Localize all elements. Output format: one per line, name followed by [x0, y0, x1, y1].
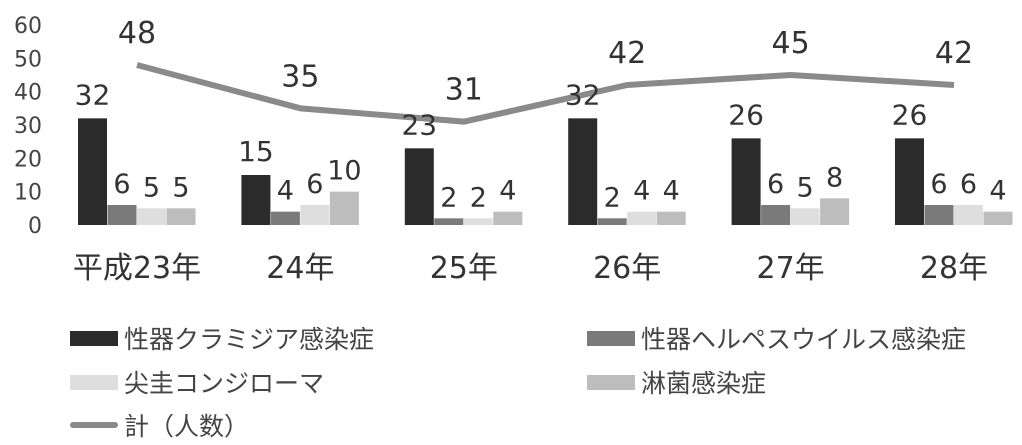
- bar: [597, 218, 627, 225]
- total-value-label: 42: [608, 36, 646, 71]
- bar: [107, 205, 137, 225]
- bar: [731, 138, 761, 225]
- bar-value-label: 32: [565, 78, 601, 111]
- bar-value-label: 4: [989, 176, 1006, 207]
- bar-value-label: 4: [633, 176, 650, 207]
- bar: [300, 205, 330, 225]
- bar: [924, 205, 954, 225]
- total-value-label: 31: [445, 73, 483, 108]
- legend-label-herpes: 性器ヘルペスウイルス感染症: [641, 325, 967, 354]
- legend-item-total: 計（人数）: [70, 405, 249, 445]
- x-tick-label: 26年: [593, 251, 661, 286]
- bar: [954, 205, 983, 225]
- legend-item-herpes: 性器ヘルペスウイルス感染症: [587, 318, 966, 358]
- y-tick-label: 20: [14, 147, 42, 172]
- legend-label-total: 計（人数）: [124, 412, 250, 441]
- bar-value-label: 6: [306, 169, 323, 200]
- y-tick-label: 40: [14, 81, 42, 106]
- bar: [790, 208, 820, 225]
- legend-label-gonorrhea: 淋菌感染症: [641, 369, 767, 398]
- bar: [568, 118, 598, 225]
- total-value-label: 45: [772, 26, 810, 61]
- x-tick-label: 平成23年: [73, 251, 201, 286]
- bar-value-label: 2: [440, 182, 457, 213]
- bar: [434, 218, 464, 225]
- bar-value-label: 15: [238, 135, 274, 168]
- x-tick-label: 28年: [920, 251, 988, 286]
- bar: [166, 208, 196, 225]
- bar: [627, 211, 657, 225]
- x-tick-label: 25年: [430, 251, 498, 286]
- x-tick-label: 27年: [757, 251, 825, 286]
- y-tick-label: 60: [14, 14, 42, 39]
- bar-value-label: 26: [728, 98, 764, 131]
- bar: [493, 211, 523, 225]
- bar-value-label: 6: [113, 169, 130, 200]
- bar-value-label: 5: [172, 172, 189, 203]
- y-tick-label: 50: [14, 47, 42, 72]
- bar-value-label: 10: [327, 156, 361, 187]
- legend-item-gonorrhea: 淋菌感染症: [587, 362, 766, 402]
- legend-item-chlamydia: 性器クラミジア感染症: [70, 318, 374, 358]
- bar: [329, 191, 359, 225]
- bar-value-label: 6: [960, 169, 977, 200]
- bar: [404, 148, 434, 225]
- x-tick-label: 24年: [266, 251, 334, 286]
- bar-value-label: 6: [930, 169, 947, 200]
- legend-swatch-gonorrhea: [587, 374, 635, 390]
- bar: [656, 211, 686, 225]
- legend-label-condyloma: 尖圭コンジローマ: [124, 369, 325, 398]
- bars: [78, 118, 1013, 225]
- bar: [137, 208, 166, 225]
- legend-label-chlamydia: 性器クラミジア感染症: [124, 325, 375, 354]
- total-value-label: 42: [935, 36, 973, 71]
- bar-value-label: 6: [767, 169, 784, 200]
- bar-value-label: 5: [143, 172, 160, 203]
- legend: 性器クラミジア感染症 性器ヘルペスウイルス感染症 尖圭コンジローマ 淋菌感染症 …: [0, 310, 1022, 442]
- bar-value-label: 2: [604, 182, 621, 213]
- bar-value-label: 4: [277, 176, 294, 207]
- legend-swatch-condyloma: [70, 374, 118, 390]
- total-line: [136, 62, 955, 125]
- bar-value-label: 5: [797, 172, 814, 203]
- bar-value-label: 26: [892, 98, 928, 131]
- bar: [270, 211, 300, 225]
- bar: [78, 118, 107, 225]
- bar: [983, 211, 1013, 225]
- y-tick-label: 30: [14, 114, 42, 139]
- bar-value-label: 8: [826, 162, 843, 193]
- bar-value-label: 32: [75, 78, 111, 111]
- bar: [241, 175, 271, 225]
- y-axis: 0 10 20 30 40 50 60: [14, 14, 42, 239]
- bar: [895, 138, 924, 225]
- legend-swatch-total: [70, 422, 118, 428]
- bar: [761, 205, 791, 225]
- bar-value-label: 4: [663, 176, 680, 207]
- legend-swatch-herpes: [587, 330, 635, 346]
- x-axis: 平成23年 24年 25年 26年 27年 28年: [73, 251, 988, 286]
- legend-swatch-chlamydia: [70, 330, 118, 346]
- total-value-label: 48: [118, 16, 156, 51]
- bar-value-label: 23: [401, 108, 437, 141]
- total-value-label: 35: [281, 59, 319, 94]
- bar-value-label: 2: [470, 182, 487, 213]
- y-tick-label: 0: [28, 214, 42, 239]
- legend-item-condyloma: 尖圭コンジローマ: [70, 362, 324, 402]
- total-line-path: [136, 62, 955, 125]
- bar-value-label: 4: [499, 176, 516, 207]
- bar: [463, 218, 493, 225]
- y-tick-label: 10: [14, 181, 42, 206]
- bar: [820, 198, 850, 225]
